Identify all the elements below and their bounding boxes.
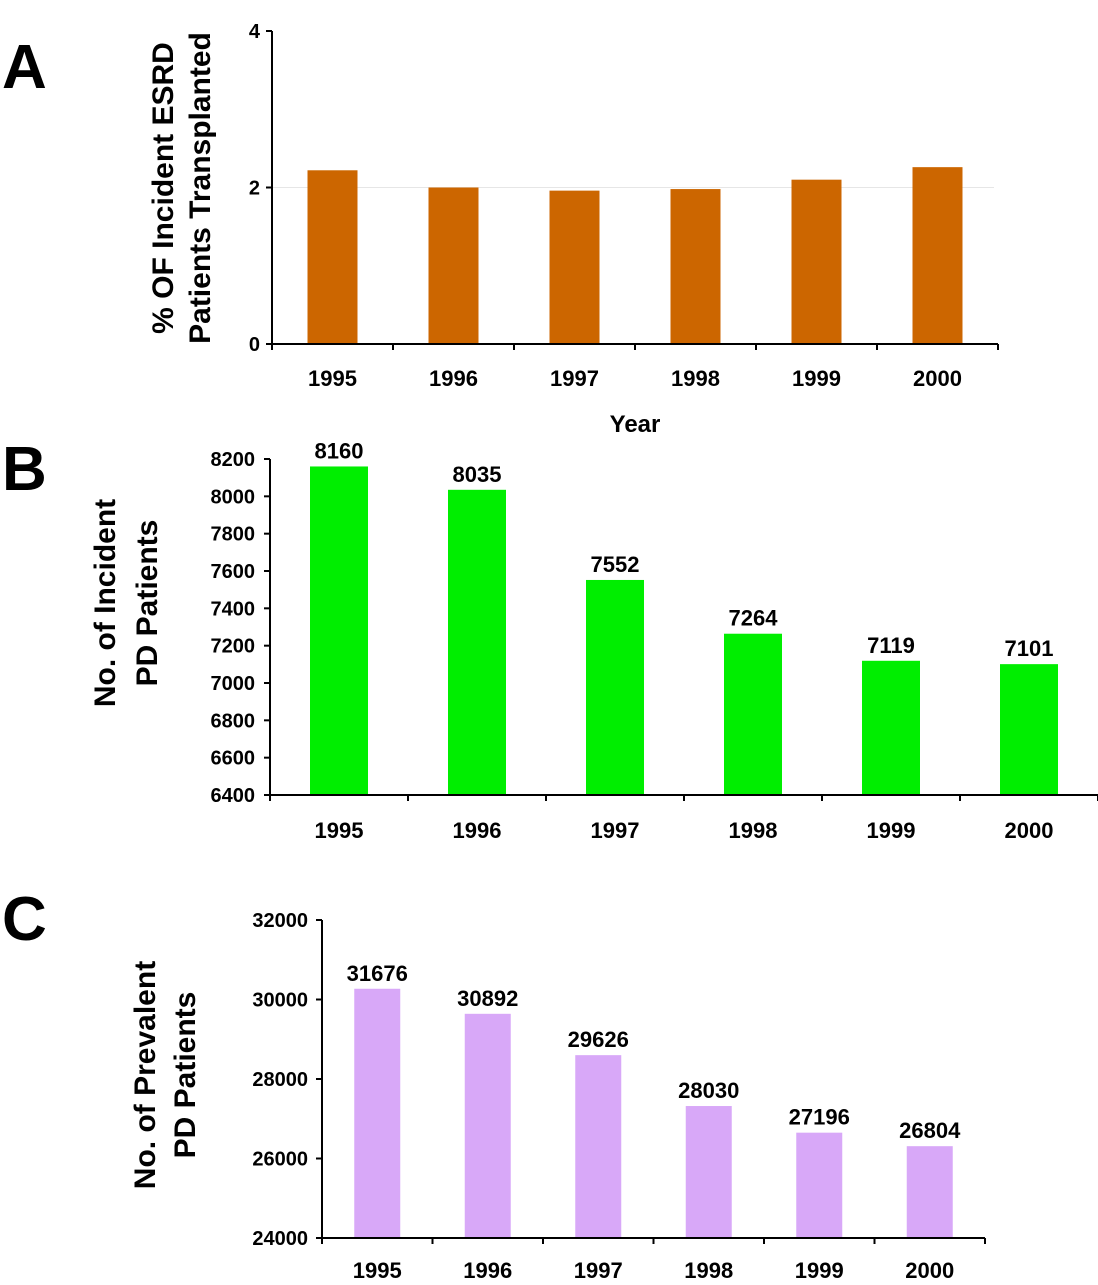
y-tick-label: 6800 xyxy=(211,710,256,732)
data-label: 8160 xyxy=(315,438,364,463)
bar-1999 xyxy=(862,660,920,795)
data-label: 7101 xyxy=(1005,636,1054,661)
chart-a: 0 2 4 1995 1996 1997 1998 1999 2000 % OF Incident… xyxy=(147,21,999,438)
x-tick-label: 1997 xyxy=(550,366,599,391)
y-axis-title-line2: PD Patients xyxy=(169,992,202,1159)
y-axis-title-line1: No. of Prevalent xyxy=(129,961,162,1189)
chart-c: 24000 26000 28000 30000 32000 1995 1996 1997 199… xyxy=(129,910,986,1283)
bar-2000 xyxy=(1000,664,1058,795)
y-tick-label: 7600 xyxy=(211,561,256,583)
y-tick-label: 7000 xyxy=(211,673,256,695)
y-tick-label: 30000 xyxy=(252,990,308,1012)
data-label: 7119 xyxy=(867,633,915,658)
y-tick-label: 32000 xyxy=(252,910,308,932)
x-tick-label: 1998 xyxy=(671,366,720,391)
y-tick-label: 6400 xyxy=(211,785,256,807)
bar-1998 xyxy=(724,633,782,795)
bar-1997 xyxy=(586,579,644,795)
data-label: 8035 xyxy=(453,462,502,487)
y-tick-label: 7400 xyxy=(211,598,256,620)
bar-1996 xyxy=(428,187,479,344)
bar-1998 xyxy=(670,189,721,344)
y-axis-title-line1: % OF Incident ESRD xyxy=(147,42,180,334)
bar-1997 xyxy=(575,1055,622,1238)
bar-1996 xyxy=(464,1013,511,1238)
y-tick-label: 4 xyxy=(249,21,261,43)
bar-1999 xyxy=(796,1132,843,1238)
bar-1998 xyxy=(685,1106,732,1238)
x-tick-label: 1997 xyxy=(591,818,640,843)
panel-letter-b: B xyxy=(2,435,47,504)
x-tick-label: 1998 xyxy=(684,1258,733,1280)
y-axis-title-line1: No. of Incident xyxy=(89,499,122,707)
x-tick-label: 2000 xyxy=(1005,818,1054,843)
x-tick-label: 1995 xyxy=(315,818,364,843)
x-tick-label: 2000 xyxy=(913,366,962,391)
bar-1997 xyxy=(549,190,600,344)
bar-1995 xyxy=(307,170,358,344)
data-label: 26804 xyxy=(899,1118,961,1143)
bar-2000 xyxy=(912,167,963,344)
y-axis-title-line2: Patients Transplanted xyxy=(184,32,217,344)
data-label: 7264 xyxy=(729,606,779,631)
x-tick-label: 1995 xyxy=(353,1258,402,1280)
y-tick-label: 8200 xyxy=(211,449,256,471)
data-label: 7552 xyxy=(591,552,640,577)
y-tick-label: 24000 xyxy=(252,1228,308,1250)
chart-b: 6400 6600 6800 7000 7200 7400 7600 7800 8000 8200… xyxy=(89,438,1098,843)
x-tick-label: 1999 xyxy=(867,818,916,843)
panel-letter-a: A xyxy=(2,33,47,102)
bar-1995 xyxy=(354,988,401,1238)
bar-2000 xyxy=(906,1146,953,1238)
bar-1995 xyxy=(310,466,368,795)
x-tick-label: 1996 xyxy=(463,1258,512,1280)
bar-1996 xyxy=(448,489,506,795)
x-tick-label: 1995 xyxy=(308,366,357,391)
data-label: 27196 xyxy=(789,1105,850,1130)
y-tick-label: 28000 xyxy=(252,1069,308,1091)
x-tick-label: 2000 xyxy=(905,1258,954,1280)
y-tick-label: 26000 xyxy=(252,1149,308,1171)
y-tick-label: 8000 xyxy=(211,486,256,508)
x-tick-label: 1999 xyxy=(792,366,841,391)
x-tick-label: 1997 xyxy=(574,1258,623,1280)
y-tick-label: 0 xyxy=(249,334,260,356)
data-label: 30892 xyxy=(457,986,518,1011)
data-label: 31676 xyxy=(347,961,408,986)
y-tick-label: 6600 xyxy=(211,748,256,770)
y-tick-label: 7800 xyxy=(211,524,256,546)
panel-letter-c: C xyxy=(2,885,47,954)
y-tick-label: 7200 xyxy=(211,636,256,658)
y-axis-title-line2: PD Patients xyxy=(131,520,164,687)
data-label: 28030 xyxy=(678,1078,739,1103)
x-tick-label: 1998 xyxy=(729,818,778,843)
x-tick-label: 1996 xyxy=(453,818,502,843)
x-axis-title: Year xyxy=(610,411,661,438)
y-tick-label: 2 xyxy=(249,178,260,200)
x-tick-label: 1996 xyxy=(429,366,478,391)
x-tick-label: 1999 xyxy=(795,1258,844,1280)
data-label: 29626 xyxy=(568,1027,629,1052)
bar-1999 xyxy=(791,179,842,344)
